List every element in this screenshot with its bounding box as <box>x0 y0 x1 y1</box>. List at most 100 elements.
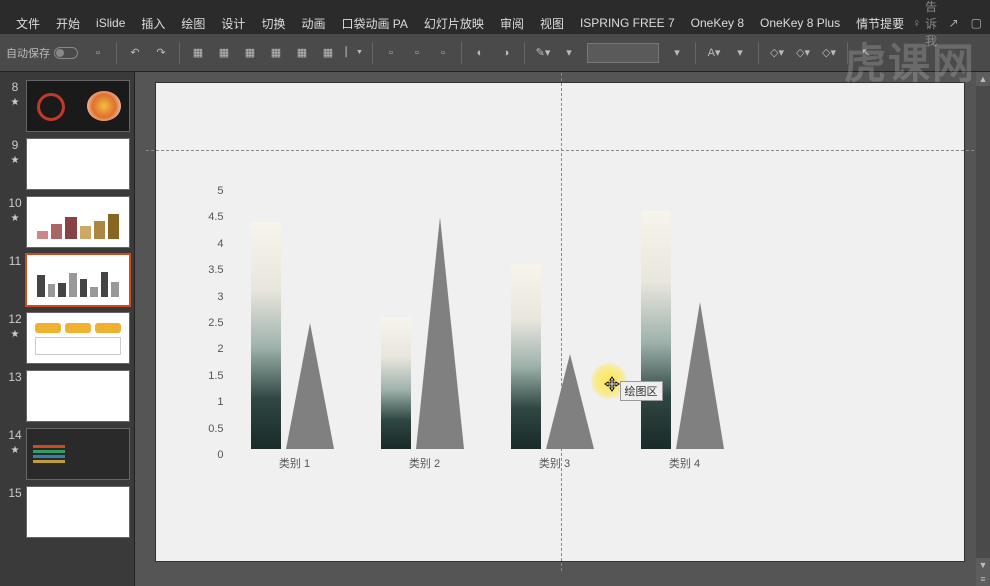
vertical-scrollbar[interactable]: ▲ ▼ ≡ <box>976 72 990 586</box>
x-category-label: 类别 1 <box>279 449 310 471</box>
slide-thumbnail[interactable]: 9★ <box>4 138 130 190</box>
tool-icon[interactable]: ◑ <box>497 44 515 62</box>
tool-icon[interactable]: ▾ <box>731 44 749 62</box>
slide-canvas[interactable]: 00.511.522.533.544.55类别 1类别 2类别 3类别 4 绘图… <box>155 82 965 562</box>
guide-horizontal[interactable] <box>146 150 974 151</box>
menu-draw[interactable]: 绘图 <box>173 12 213 35</box>
tool-icon[interactable]: ▦ <box>319 44 337 62</box>
slide-thumb-preview[interactable] <box>26 486 130 538</box>
ribbon-toolbar: 自动保存 ▫ ↶ ↷ ▦ ▦ ▦ ▦ ▦ ▦ ⎸▾ ▫ ▫ ▫ ◐ ◑ ✎▾ ▾… <box>0 34 990 72</box>
undo-icon[interactable]: ↶ <box>126 44 144 62</box>
scroll-menu-icon[interactable]: ≡ <box>976 572 990 586</box>
comments-icon[interactable]: ▢ <box>971 16 982 30</box>
fill-icon[interactable]: ◇▾ <box>768 44 786 62</box>
x-category-label: 类别 2 <box>409 449 440 471</box>
menu-storyboard[interactable]: 情节提要 <box>848 12 912 35</box>
slide-thumbnail[interactable]: 12★ <box>4 312 130 364</box>
y-tick-label: 5 <box>217 185 229 197</box>
slide-thumbnails-panel[interactable]: 8★ 9★ 10★ 11 12★ 13 14★ 15 <box>0 72 135 586</box>
y-tick-label: 2.5 <box>208 317 229 329</box>
menu-ispring[interactable]: ISPRING FREE 7 <box>572 13 683 33</box>
tool-icon[interactable]: ▦ <box>267 44 285 62</box>
tell-me-label: 告诉我 <box>925 0 949 49</box>
autosave-label: 自动保存 <box>6 45 50 61</box>
menu-review[interactable]: 审阅 <box>492 12 532 35</box>
shape-style-sample[interactable] <box>587 43 659 63</box>
menu-onekey8plus[interactable]: OneKey 8 Plus <box>752 13 848 33</box>
chart-triangle[interactable] <box>416 214 464 449</box>
titlebar <box>0 0 990 12</box>
menu-slideshow[interactable]: 幻灯片放映 <box>416 12 492 35</box>
slide-thumb-preview[interactable] <box>26 370 130 422</box>
menu-design[interactable]: 设计 <box>213 12 253 35</box>
outline-icon[interactable]: ◇▾ <box>794 44 812 62</box>
save-icon[interactable]: ▫ <box>89 44 107 62</box>
slide-thumbnail[interactable]: 14★ <box>4 428 130 480</box>
y-tick-label: 2 <box>217 343 229 355</box>
menu-onekey8[interactable]: OneKey 8 <box>683 13 752 33</box>
slide-thumb-preview[interactable] <box>26 428 130 480</box>
lightbulb-icon: ♀ <box>912 16 921 30</box>
tool-icon[interactable]: ◐ <box>471 44 489 62</box>
menu-animations[interactable]: 动画 <box>293 12 333 35</box>
plot-area-tooltip: 绘图区 <box>620 381 663 401</box>
eyedropper-icon[interactable]: ✎▾ <box>534 44 552 62</box>
chart-plot-area[interactable]: 00.511.522.533.544.55类别 1类别 2类别 3类别 4 <box>230 185 750 449</box>
redo-icon[interactable]: ↷ <box>152 44 170 62</box>
chart-triangle[interactable] <box>286 320 334 449</box>
slide-thumb-preview[interactable] <box>26 312 130 364</box>
tool-icon[interactable]: ▫ <box>434 44 452 62</box>
chart-bar[interactable] <box>251 222 281 449</box>
slide-thumbnail[interactable]: 8★ <box>4 80 130 132</box>
scroll-down-icon[interactable]: ▼ <box>976 558 990 572</box>
tool-icon[interactable]: ▦ <box>215 44 233 62</box>
tool-icon[interactable]: ▾ <box>560 44 578 62</box>
slide-number-label: 15 <box>4 486 26 538</box>
tell-me-search[interactable]: ♀ 告诉我 <box>912 0 949 49</box>
align-icon[interactable]: ⎸▾ <box>345 44 363 62</box>
slide-thumb-preview[interactable] <box>26 196 130 248</box>
chart-triangle[interactable] <box>676 299 724 449</box>
chevron-down-icon[interactable]: ▾ <box>668 44 686 62</box>
chart-object[interactable]: 00.511.522.533.544.55类别 1类别 2类别 3类别 4 <box>188 173 778 553</box>
menu-transitions[interactable]: 切换 <box>253 12 293 35</box>
slide-thumb-preview[interactable] <box>26 138 130 190</box>
chart-bar[interactable] <box>381 317 411 449</box>
tool-icon[interactable]: ▦ <box>241 44 259 62</box>
tool-icon[interactable]: ▦ <box>293 44 311 62</box>
slide-thumbnail[interactable]: 10★ <box>4 196 130 248</box>
y-tick-label: 4 <box>217 238 229 250</box>
menu-insert[interactable]: 插入 <box>133 12 173 35</box>
y-tick-label: 3 <box>217 291 229 303</box>
tool-icon[interactable]: ▫ <box>382 44 400 62</box>
menu-islide[interactable]: iSlide <box>88 13 133 33</box>
slide-thumb-preview[interactable] <box>26 254 130 306</box>
effects-icon[interactable]: ◇▾ <box>820 44 838 62</box>
canvas-area[interactable]: 00.511.522.533.544.55类别 1类别 2类别 3类别 4 绘图… <box>135 72 990 586</box>
cursor-icon[interactable]: ↖ <box>857 44 875 62</box>
slide-thumbnail[interactable]: 15 <box>4 486 130 538</box>
y-tick-label: 3.5 <box>208 264 229 276</box>
chart-bar[interactable] <box>641 211 671 449</box>
scrollbar-track[interactable] <box>976 86 990 558</box>
slide-thumbnail[interactable]: 13 <box>4 370 130 422</box>
font-icon[interactable]: A▾ <box>705 44 723 62</box>
menu-file[interactable]: 文件 <box>8 12 48 35</box>
x-category-label: 类别 3 <box>539 449 570 471</box>
tool-icon[interactable]: ▦ <box>189 44 207 62</box>
slide-thumb-preview[interactable] <box>26 80 130 132</box>
menu-pa[interactable]: 口袋动画 PA <box>333 12 415 35</box>
share-icon[interactable]: ↗ <box>949 16 959 30</box>
chart-bar[interactable] <box>511 264 541 449</box>
chart-triangle[interactable] <box>546 351 594 449</box>
menu-home[interactable]: 开始 <box>48 12 88 35</box>
scroll-up-icon[interactable]: ▲ <box>976 72 990 86</box>
autosave-toggle[interactable]: 自动保存 <box>6 45 84 61</box>
y-tick-label: 1 <box>217 396 229 408</box>
menu-view[interactable]: 视图 <box>532 12 572 35</box>
y-tick-label: 0 <box>217 449 229 461</box>
tool-icon[interactable]: ▫ <box>408 44 426 62</box>
slide-number-label: 14★ <box>4 428 26 480</box>
slide-thumbnail[interactable]: 11 <box>4 254 130 306</box>
autosave-switch-icon <box>54 47 78 59</box>
